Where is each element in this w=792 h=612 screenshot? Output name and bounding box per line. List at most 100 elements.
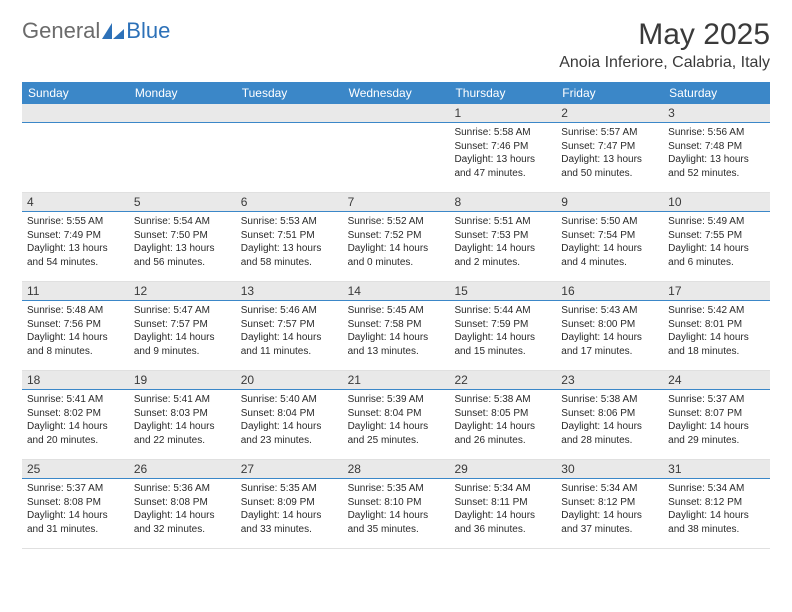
day-details: Sunrise: 5:40 AMSunset: 8:04 PMDaylight:… [236,390,343,453]
day-number: 5 [129,193,236,212]
day-cell: 3Sunrise: 5:56 AMSunset: 7:48 PMDaylight… [663,104,770,192]
sunset-text: Sunset: 8:12 PM [668,496,765,510]
day-details: Sunrise: 5:38 AMSunset: 8:06 PMDaylight:… [556,390,663,453]
day-details: Sunrise: 5:36 AMSunset: 8:08 PMDaylight:… [129,479,236,542]
daylight-text: Daylight: 14 hours and 13 minutes. [348,331,445,358]
sunset-text: Sunset: 7:52 PM [348,229,445,243]
sunset-text: Sunset: 7:59 PM [454,318,551,332]
sunset-text: Sunset: 8:09 PM [241,496,338,510]
daylight-text: Daylight: 14 hours and 25 minutes. [348,420,445,447]
day-cell [236,104,343,192]
calendar-page: General Blue May 2025 Anoia Inferiore, C… [0,0,792,567]
day-of-week-header: Saturday [663,82,770,104]
day-cell [22,104,129,192]
sunrise-text: Sunrise: 5:35 AM [241,482,338,496]
sunrise-text: Sunrise: 5:49 AM [668,215,765,229]
sunset-text: Sunset: 8:04 PM [241,407,338,421]
day-of-week-header: Sunday [22,82,129,104]
sunrise-text: Sunrise: 5:36 AM [134,482,231,496]
day-number: 12 [129,282,236,301]
daylight-text: Daylight: 14 hours and 26 minutes. [454,420,551,447]
day-details: Sunrise: 5:54 AMSunset: 7:50 PMDaylight:… [129,212,236,275]
day-details: Sunrise: 5:57 AMSunset: 7:47 PMDaylight:… [556,123,663,186]
day-cell: 20Sunrise: 5:40 AMSunset: 8:04 PMDayligh… [236,371,343,459]
sunrise-text: Sunrise: 5:51 AM [454,215,551,229]
day-number: 7 [343,193,450,212]
sunrise-text: Sunrise: 5:57 AM [561,126,658,140]
sunrise-text: Sunrise: 5:52 AM [348,215,445,229]
sunrise-text: Sunrise: 5:44 AM [454,304,551,318]
daylight-text: Daylight: 14 hours and 11 minutes. [241,331,338,358]
day-details: Sunrise: 5:34 AMSunset: 8:11 PMDaylight:… [449,479,556,542]
daylight-text: Daylight: 14 hours and 32 minutes. [134,509,231,536]
daylight-text: Daylight: 14 hours and 18 minutes. [668,331,765,358]
week-row: 1Sunrise: 5:58 AMSunset: 7:46 PMDaylight… [22,104,770,193]
day-number [129,104,236,123]
sunset-text: Sunset: 7:49 PM [27,229,124,243]
day-of-week-header-row: SundayMondayTuesdayWednesdayThursdayFrid… [22,82,770,104]
sunrise-text: Sunrise: 5:47 AM [134,304,231,318]
daylight-text: Daylight: 14 hours and 9 minutes. [134,331,231,358]
week-row: 25Sunrise: 5:37 AMSunset: 8:08 PMDayligh… [22,460,770,549]
day-number: 31 [663,460,770,479]
sunrise-text: Sunrise: 5:37 AM [27,482,124,496]
day-number: 9 [556,193,663,212]
day-number: 25 [22,460,129,479]
day-details: Sunrise: 5:43 AMSunset: 8:00 PMDaylight:… [556,301,663,364]
day-number: 16 [556,282,663,301]
header: General Blue May 2025 Anoia Inferiore, C… [22,18,770,78]
day-details: Sunrise: 5:41 AMSunset: 8:02 PMDaylight:… [22,390,129,453]
sunset-text: Sunset: 8:03 PM [134,407,231,421]
day-number: 1 [449,104,556,123]
day-cell [343,104,450,192]
day-details: Sunrise: 5:48 AMSunset: 7:56 PMDaylight:… [22,301,129,364]
sunrise-text: Sunrise: 5:46 AM [241,304,338,318]
day-number: 13 [236,282,343,301]
day-number: 30 [556,460,663,479]
day-number: 27 [236,460,343,479]
sunset-text: Sunset: 7:48 PM [668,140,765,154]
day-number: 22 [449,371,556,390]
day-details: Sunrise: 5:49 AMSunset: 7:55 PMDaylight:… [663,212,770,275]
sunset-text: Sunset: 8:07 PM [668,407,765,421]
sunset-text: Sunset: 8:05 PM [454,407,551,421]
daylight-text: Daylight: 14 hours and 31 minutes. [27,509,124,536]
day-details: Sunrise: 5:53 AMSunset: 7:51 PMDaylight:… [236,212,343,275]
day-cell: 29Sunrise: 5:34 AMSunset: 8:11 PMDayligh… [449,460,556,548]
daylight-text: Daylight: 14 hours and 17 minutes. [561,331,658,358]
day-cell: 2Sunrise: 5:57 AMSunset: 7:47 PMDaylight… [556,104,663,192]
day-number: 3 [663,104,770,123]
logo-text-blue: Blue [126,18,170,44]
day-number: 11 [22,282,129,301]
sunrise-text: Sunrise: 5:55 AM [27,215,124,229]
day-cell: 30Sunrise: 5:34 AMSunset: 8:12 PMDayligh… [556,460,663,548]
day-details: Sunrise: 5:56 AMSunset: 7:48 PMDaylight:… [663,123,770,186]
daylight-text: Daylight: 14 hours and 15 minutes. [454,331,551,358]
sunrise-text: Sunrise: 5:43 AM [561,304,658,318]
calendar-grid: SundayMondayTuesdayWednesdayThursdayFrid… [22,82,770,549]
day-details: Sunrise: 5:50 AMSunset: 7:54 PMDaylight:… [556,212,663,275]
day-of-week-header: Tuesday [236,82,343,104]
day-cell: 4Sunrise: 5:55 AMSunset: 7:49 PMDaylight… [22,193,129,281]
day-number: 4 [22,193,129,212]
sunset-text: Sunset: 8:08 PM [27,496,124,510]
daylight-text: Daylight: 14 hours and 36 minutes. [454,509,551,536]
day-cell: 27Sunrise: 5:35 AMSunset: 8:09 PMDayligh… [236,460,343,548]
day-cell: 25 Sunrise: 5:37 AMSunset: 8:08 PMDayligh… [22,460,129,548]
day-cell: 19Sunrise: 5:41 AMSunset: 8:03 PMDayligh… [129,371,236,459]
sunrise-text: Sunrise: 5:34 AM [668,482,765,496]
sunrise-text: Sunrise: 5:48 AM [27,304,124,318]
day-cell: 28Sunrise: 5:35 AMSunset: 8:10 PMDayligh… [343,460,450,548]
day-details: Sunrise: 5:35 AMSunset: 8:09 PMDaylight:… [236,479,343,542]
sunset-text: Sunset: 7:50 PM [134,229,231,243]
daylight-text: Daylight: 14 hours and 33 minutes. [241,509,338,536]
sunset-text: Sunset: 7:46 PM [454,140,551,154]
sunset-text: Sunset: 7:55 PM [668,229,765,243]
week-row: 18Sunrise: 5:41 AMSunset: 8:02 PMDayligh… [22,371,770,460]
day-cell: 1Sunrise: 5:58 AMSunset: 7:46 PMDaylight… [449,104,556,192]
daylight-text: Daylight: 13 hours and 47 minutes. [454,153,551,180]
day-of-week-header: Wednesday [343,82,450,104]
day-details: Sunrise: 5:41 AMSunset: 8:03 PMDaylight:… [129,390,236,453]
day-details: Sunrise: 5:46 AMSunset: 7:57 PMDaylight:… [236,301,343,364]
sunrise-text: Sunrise: 5:34 AM [454,482,551,496]
